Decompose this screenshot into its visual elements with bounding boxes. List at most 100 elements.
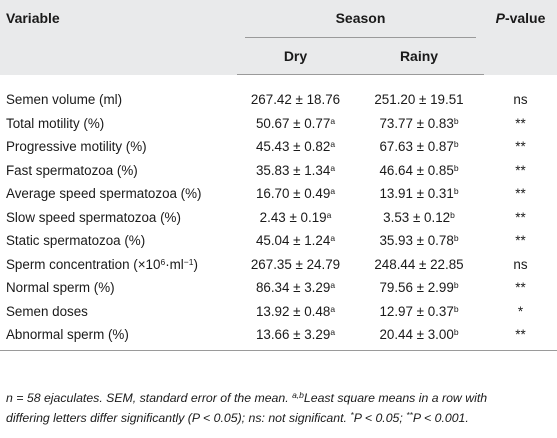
cell-pvalue: ** [484,323,557,351]
cell-dry: 267.42 ± 18.76 [237,88,354,112]
cell-variable: Semen volume (ml) [0,88,237,112]
dry-value: 13.66 ± 3.29 [255,327,331,343]
cell-pvalue: ** [515,280,526,296]
rainy-value: 46.64 ± 0.85 [379,162,454,178]
dry-value: 35.83 ± 1.34 [255,162,331,178]
cell-rainy: 79.56 ± 2.99b [354,276,484,300]
header-rainy: Rainy [354,38,484,75]
row-label-sup: 6 [160,256,166,267]
table-row: Sperm concentration (×106·ml−1) 267.35 ± … [0,253,557,277]
cell-variable: Static spermatozoa (%) [0,229,237,253]
footnote-line-2: differing letters differ significantly (… [6,408,551,428]
row-label: Sperm concentration (×10 [6,256,161,272]
row-label: Average speed spermatozoa (%) [6,186,202,202]
cell-pvalue: ns [513,92,528,108]
footnote-text: P < 0.05; [353,411,407,425]
dry-value: 2.43 ± 0.19 [259,209,327,225]
row-label: Total motility (%) [6,115,105,131]
cell-pvalue: ** [515,186,526,202]
cell-dry: 2.43 ± 0.19a [237,206,354,230]
table-row: Semen doses 13.92 ± 0.48a 12.97 ± 0.37b * [0,300,557,324]
cell-rainy: 3.53 ± 0.12b [354,206,484,230]
rainy-value: 13.91 ± 0.31 [379,186,454,202]
footnote-text: Least square means in a row with [303,391,488,405]
cell-dry: 45.04 ± 1.24a [237,229,354,253]
footnote-sup: ** [406,410,413,421]
cell-pvalue: ** [515,233,526,249]
cell-rainy: 248.44 ± 22.85 [354,253,484,277]
cell-variable: Fast spermatozoa (%) [0,159,237,183]
footnote-text: n = 58 ejaculates. SEM, standard error o… [6,391,293,405]
cell-variable: Sperm concentration (×106·ml−1) [0,253,237,277]
footnote-sup: * [350,410,354,421]
cell-variable: Average speed spermatozoa (%) [0,182,237,206]
cell-rainy: 35.93 ± 0.78b [354,229,484,253]
header-pvalue-p: P [495,10,505,26]
header-season-label: Season [245,0,476,38]
cell-pvalue: * [517,303,524,319]
cell-rainy: 73.77 ± 0.83b [354,112,484,136]
dry-value: 45.43 ± 0.82 [255,139,331,155]
table-row: Progressive motility (%) 45.43 ± 0.82a 67.… [0,135,557,159]
dry-value: 45.04 ± 1.24 [255,233,331,249]
cell-dry: 13.92 ± 0.48a [237,300,354,324]
rainy-value: 73.77 ± 0.83 [379,115,454,131]
table-footnote: n = 58 ejaculates. SEM, standard error o… [6,388,551,428]
cell-dry: 45.43 ± 0.82a [237,135,354,159]
row-label: Semen volume (ml) [6,92,123,108]
cell-variable: Progressive motility (%) [0,135,237,159]
dry-letter: a [326,209,332,220]
cell-pvalue: ** [515,115,526,131]
cell-variable: Normal sperm (%) [0,276,237,300]
cell-dry: 50.67 ± 0.77a [237,112,354,136]
dry-letter: a [330,327,336,338]
cell-dry: 35.83 ± 1.34a [237,159,354,183]
dry-value: 267.42 ± 18.76 [250,92,341,108]
dry-value: 50.67 ± 0.77 [255,115,331,131]
rainy-letter: b [453,162,459,173]
rainy-letter: b [450,209,455,220]
table-row: Slow speed spermatozoa (%) 2.43 ± 0.19a 3.… [0,206,557,230]
dry-value: 16.70 ± 0.49 [255,186,331,202]
dry-letter: a [330,303,336,314]
dry-letter: a [330,139,336,150]
rainy-value: 79.56 ± 2.99 [379,280,454,296]
dry-letter: a [330,115,336,126]
table-row: Normal sperm (%) 86.34 ± 3.29a 79.56 ± 2.9… [0,276,557,300]
header-dry: Dry [237,38,354,75]
dry-value: 86.34 ± 3.29 [255,280,331,296]
table-row: Abnormal sperm (%) 13.66 ± 3.29a 20.44 ± 3… [0,323,557,351]
cell-pvalue: ** [515,139,526,155]
cell-variable: Slow speed spermatozoa (%) [0,206,237,230]
row-label: Slow speed spermatozoa (%) [6,209,181,225]
table-body: Semen volume (ml) 267.42 ± 18.76 251.20 ± … [0,75,557,351]
table-row: Total motility (%) 50.67 ± 0.77a 73.77 ± 0… [0,112,557,136]
row-label: ) [193,256,198,272]
rainy-value: 248.44 ± 22.85 [374,256,464,272]
dry-value: 13.92 ± 0.48 [255,303,331,319]
table-row: Semen volume (ml) 267.42 ± 18.76 251.20 ± … [0,88,557,112]
cell-rainy: 20.44 ± 3.00b [354,323,484,351]
row-label: Semen doses [6,303,88,319]
rainy-letter: b [453,280,459,291]
cell-dry: 16.70 ± 0.49a [237,182,354,206]
cell-pvalue: ** [515,209,526,225]
cell-rainy: 12.97 ± 0.37b [354,300,484,324]
cell-rainy: 67.63 ± 0.87b [354,135,484,159]
row-label: Static spermatozoa (%) [6,233,146,249]
row-label: Progressive motility (%) [6,139,147,155]
row-label: Fast spermatozoa (%) [6,162,138,178]
dry-letter: a [330,233,336,244]
table-row: Fast spermatozoa (%) 35.83 ± 1.34a 46.64 ±… [0,159,557,183]
rainy-value: 12.97 ± 0.37 [379,303,454,319]
rainy-letter: b [453,233,459,244]
cell-variable: Total motility (%) [0,112,237,136]
cell-variable: Semen doses [0,300,237,324]
cell-rainy: 13.91 ± 0.31b [354,182,484,206]
footnote-sup: a,b [292,390,304,401]
footnote-text: P < 0.001. [412,411,469,425]
footnote-text: differing letters differ significantly (… [6,411,351,425]
table-row: Average speed spermatozoa (%) 16.70 ± 0.4… [0,182,557,206]
dry-letter: a [330,280,336,291]
